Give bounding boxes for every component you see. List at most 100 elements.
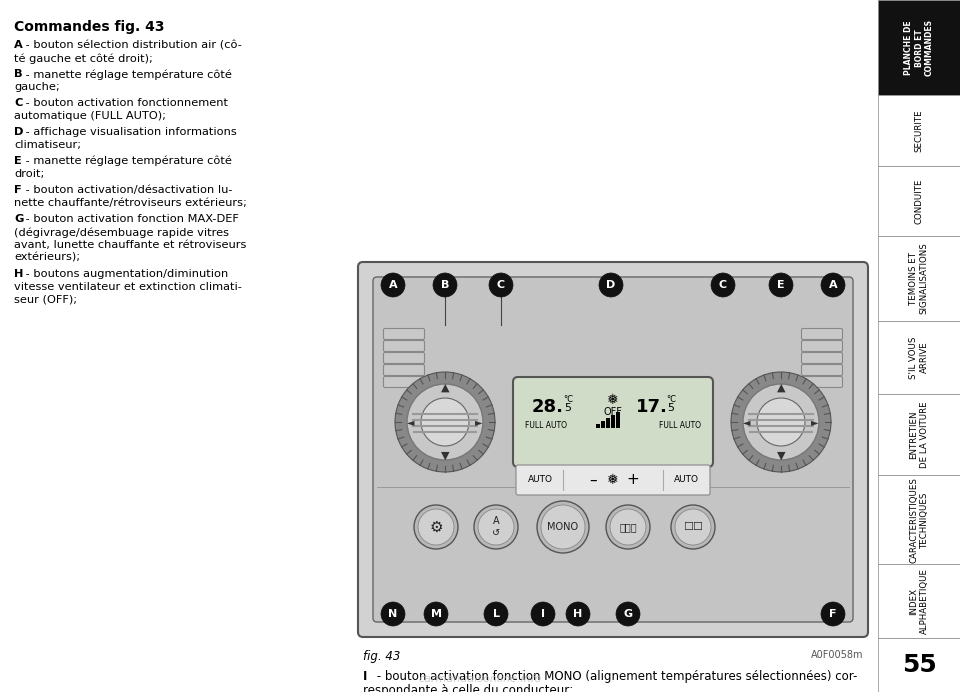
Circle shape [675, 509, 711, 545]
Text: –: – [589, 473, 597, 487]
Text: ⚙: ⚙ [429, 520, 443, 534]
Bar [878, 0, 960, 95]
Text: C: C [497, 280, 505, 290]
Text: extérieurs);: extérieurs); [14, 253, 80, 263]
Circle shape [407, 384, 483, 460]
Text: 28.: 28. [532, 398, 564, 416]
Text: avant, lunette chauffante et rétroviseurs: avant, lunette chauffante et rétroviseur… [14, 240, 247, 250]
Text: ⧗⧗⧗: ⧗⧗⧗ [619, 522, 636, 532]
Text: B: B [441, 280, 449, 290]
Bar [878, 95, 960, 165]
FancyBboxPatch shape [516, 465, 710, 495]
Text: vitesse ventilateur et extinction climati-: vitesse ventilateur et extinction climat… [14, 282, 242, 292]
Text: ◄: ◄ [743, 417, 751, 427]
Text: - affichage visualisation informations: - affichage visualisation informations [22, 127, 237, 137]
Text: M: M [430, 609, 442, 619]
Circle shape [599, 273, 623, 297]
Bar [878, 165, 960, 236]
Text: 55: 55 [901, 653, 936, 677]
Text: gauche;: gauche; [14, 82, 60, 92]
Circle shape [484, 602, 508, 626]
Text: 5: 5 [564, 403, 571, 413]
Text: B: B [14, 69, 23, 79]
Circle shape [566, 602, 590, 626]
Circle shape [489, 273, 513, 297]
Bar [878, 475, 960, 564]
FancyBboxPatch shape [383, 329, 424, 340]
Text: té gauche et côté droit);: té gauche et côté droit); [14, 53, 153, 64]
Text: ❅: ❅ [607, 473, 619, 487]
Bar [611, 415, 614, 428]
Text: ▼: ▼ [777, 451, 785, 461]
Text: A: A [389, 280, 397, 290]
Circle shape [821, 273, 845, 297]
Text: respondante à celle du conducteur;: respondante à celle du conducteur; [363, 684, 573, 692]
Text: ►: ► [811, 417, 819, 427]
Text: - manette réglage température côté: - manette réglage température côté [22, 69, 232, 80]
Text: CARACTERISTIQUES
TECHNIQUES: CARACTERISTIQUES TECHNIQUES [909, 477, 928, 563]
Circle shape [731, 372, 831, 472]
Bar [601, 421, 605, 428]
Text: INDEX
ALPHABETIQUE: INDEX ALPHABETIQUE [909, 568, 928, 634]
Text: I: I [363, 670, 368, 683]
Text: °C: °C [666, 394, 676, 403]
Text: A: A [14, 40, 23, 50]
Circle shape [671, 505, 715, 549]
FancyBboxPatch shape [383, 340, 424, 352]
Text: C: C [14, 98, 22, 108]
Text: G: G [623, 609, 633, 619]
Text: ►: ► [475, 417, 483, 427]
FancyBboxPatch shape [802, 365, 843, 376]
Circle shape [616, 602, 640, 626]
Text: carmanualsonline.info: carmanualsonline.info [419, 674, 541, 684]
Bar [878, 236, 960, 320]
Circle shape [743, 384, 819, 460]
Text: E: E [778, 280, 785, 290]
Text: - manette réglage température côté: - manette réglage température côté [22, 156, 232, 167]
Text: FULL AUTO: FULL AUTO [659, 421, 701, 430]
Text: ▼: ▼ [441, 451, 449, 461]
Text: 5: 5 [667, 403, 674, 413]
Text: ▲: ▲ [441, 383, 449, 393]
Text: PLANCHE DE
BORD ET
COMMANDES: PLANCHE DE BORD ET COMMANDES [904, 19, 934, 76]
Text: ◄: ◄ [407, 417, 415, 427]
Text: D: D [14, 127, 23, 137]
Text: FULL AUTO: FULL AUTO [525, 421, 567, 430]
Bar [606, 418, 610, 428]
Text: G: G [14, 214, 23, 224]
Bar [878, 394, 960, 475]
FancyBboxPatch shape [373, 277, 853, 622]
Text: S'IL VOUS
ARRIVE: S'IL VOUS ARRIVE [909, 336, 928, 379]
Text: C: C [719, 280, 727, 290]
Circle shape [537, 501, 589, 553]
Text: A: A [828, 280, 837, 290]
Bar [616, 412, 619, 428]
Text: °C: °C [563, 394, 573, 403]
Text: F: F [829, 609, 837, 619]
Circle shape [424, 602, 448, 626]
Text: AUTO: AUTO [674, 475, 699, 484]
Text: MONO: MONO [547, 522, 579, 532]
Bar [878, 564, 960, 638]
Text: - bouton activation fonction MONO (alignement températures sélectionnées) cor-: - bouton activation fonction MONO (align… [373, 670, 857, 683]
Text: A0F0058m: A0F0058m [810, 650, 863, 660]
Text: - bouton sélection distribution air (cô-: - bouton sélection distribution air (cô- [22, 40, 242, 50]
FancyBboxPatch shape [383, 352, 424, 363]
Text: A
↺: A ↺ [492, 516, 500, 538]
Text: AUTO: AUTO [527, 475, 553, 484]
Text: nette chauffante/rétroviseurs extérieurs;: nette chauffante/rétroviseurs extérieurs… [14, 198, 247, 208]
Circle shape [606, 505, 650, 549]
Circle shape [381, 602, 405, 626]
Circle shape [418, 509, 454, 545]
Circle shape [769, 273, 793, 297]
Text: 17.: 17. [636, 398, 668, 416]
Text: L: L [492, 609, 499, 619]
Text: climatiseur;: climatiseur; [14, 140, 82, 150]
Text: - bouton activation/désactivation lu-: - bouton activation/désactivation lu- [22, 185, 233, 195]
Text: CONDUITE: CONDUITE [915, 178, 924, 224]
FancyBboxPatch shape [802, 329, 843, 340]
Circle shape [610, 509, 646, 545]
Text: OFF: OFF [604, 407, 622, 417]
Circle shape [474, 505, 518, 549]
Circle shape [433, 273, 457, 297]
